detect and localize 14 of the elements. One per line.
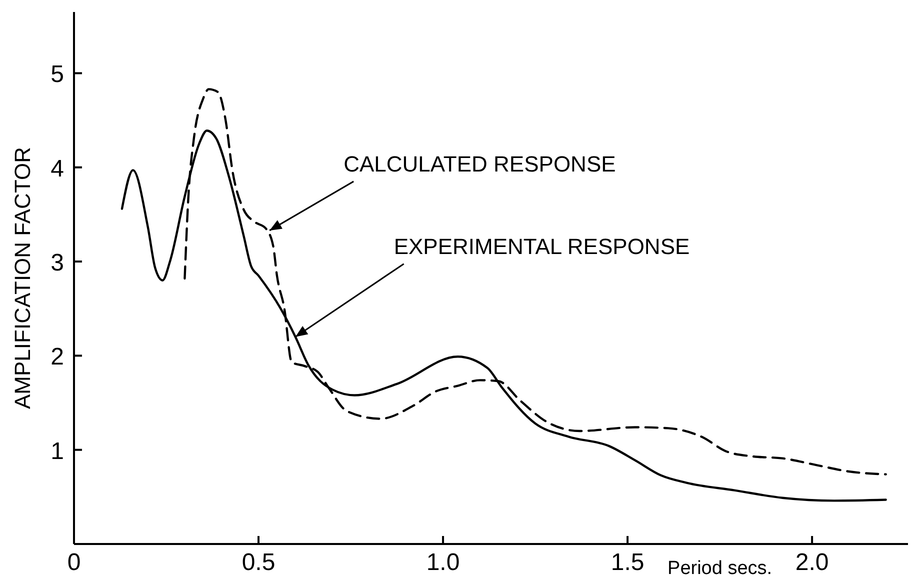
x-axis-title: Period secs. bbox=[668, 558, 772, 579]
x-tick-label: 0 bbox=[67, 549, 81, 576]
x-tick-label: 1.5 bbox=[610, 549, 644, 576]
annotation: EXPERIMENTAL RESPONSE bbox=[394, 234, 690, 259]
y-tick-label: 1 bbox=[50, 438, 64, 465]
x-tick-label: 1.0 bbox=[426, 549, 460, 576]
y-tick-label: 5 bbox=[50, 61, 64, 88]
x-tick-label: 0.5 bbox=[242, 549, 276, 576]
y-axis-title: AMPLIFICATION FACTOR bbox=[10, 147, 35, 409]
y-tick-label: 2 bbox=[50, 344, 64, 371]
annotation: CALCULATED RESPONSE bbox=[344, 151, 616, 176]
x-tick-label: 2.0 bbox=[795, 549, 829, 576]
y-tick-label: 3 bbox=[50, 250, 64, 277]
y-tick-label: 4 bbox=[50, 155, 64, 182]
